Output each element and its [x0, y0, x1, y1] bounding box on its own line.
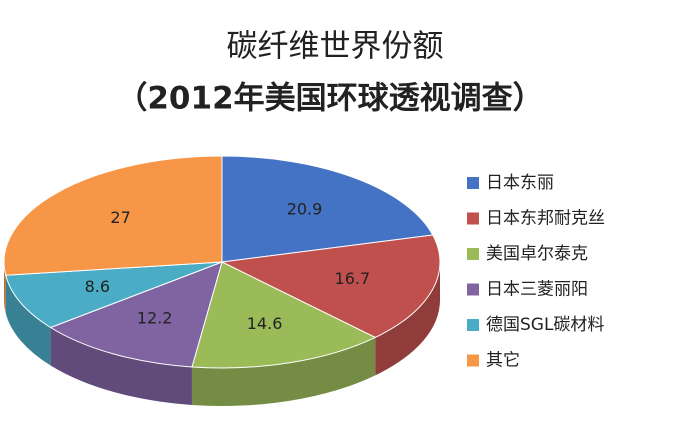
legend-swatch [467, 319, 479, 331]
slice [5, 261, 223, 329]
legend-label: 美国卓尔泰克 [486, 244, 588, 264]
legend-swatch [467, 212, 479, 225]
value-label: 20.9 [287, 199, 323, 218]
value-label: 12.2 [137, 308, 173, 327]
legend-label: 其它 [486, 351, 520, 371]
legend-swatch [467, 283, 479, 296]
legend-label: 德国SGL碳材料 [486, 315, 604, 335]
slice [221, 155, 434, 263]
legend-label: 日本东丽 [486, 173, 554, 193]
chart-subtitle: （2012年美国环球透视调查） [116, 81, 543, 117]
legend-label: 日本三菱丽阳 [486, 280, 588, 300]
legend-swatch [467, 177, 479, 189]
value-label: 14.6 [247, 314, 283, 333]
slice [49, 261, 223, 368]
slice-side [5, 275, 51, 366]
slice-side [50, 327, 192, 405]
legend-label: 日本东邦耐克丝 [486, 209, 605, 229]
slice-side [375, 262, 440, 376]
slice [220, 234, 441, 338]
value-label: 16.7 [335, 269, 371, 288]
value-label: 27 [110, 208, 130, 227]
slice [191, 261, 377, 369]
slice [3, 155, 223, 276]
legend-swatch [467, 248, 479, 260]
value-label: 8.6 [85, 277, 110, 296]
legend-swatch [467, 354, 479, 367]
chart-title: 碳纤维世界份额 [227, 29, 444, 65]
